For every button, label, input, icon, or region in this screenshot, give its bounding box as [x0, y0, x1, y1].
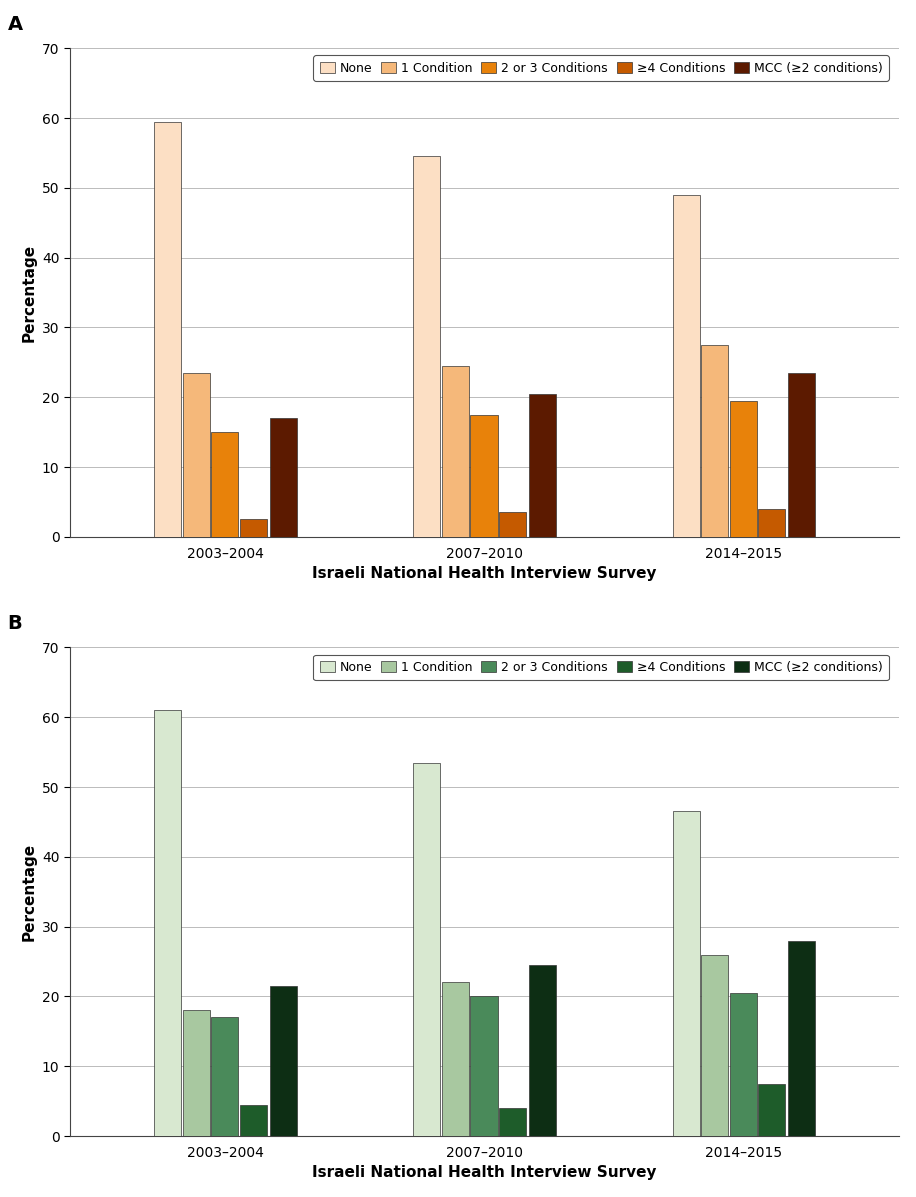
Bar: [154, 710, 181, 1136]
Y-axis label: Percentage: Percentage: [21, 843, 37, 941]
Bar: [471, 996, 497, 1136]
Bar: [182, 1010, 210, 1136]
Bar: [758, 509, 785, 537]
Bar: [730, 994, 757, 1136]
Bar: [442, 366, 469, 537]
Text: A: A: [7, 14, 23, 34]
Bar: [529, 965, 556, 1136]
Bar: [701, 954, 728, 1136]
Bar: [701, 345, 728, 537]
Bar: [442, 983, 469, 1136]
Bar: [730, 401, 757, 537]
Bar: [240, 1105, 267, 1136]
Bar: [499, 1108, 526, 1136]
Bar: [529, 394, 556, 537]
Bar: [240, 519, 267, 537]
Bar: [269, 986, 297, 1136]
X-axis label: Israeli National Health Interview Survey: Israeli National Health Interview Survey: [312, 566, 657, 581]
Bar: [154, 122, 181, 537]
Bar: [788, 372, 815, 537]
Bar: [672, 195, 700, 537]
Bar: [499, 512, 526, 537]
Legend: None, 1 Condition, 2 or 3 Conditions, ≥4 Conditions, MCC (≥2 conditions): None, 1 Condition, 2 or 3 Conditions, ≥4…: [313, 655, 889, 680]
Bar: [269, 418, 297, 537]
Bar: [471, 414, 497, 537]
Bar: [672, 812, 700, 1136]
Y-axis label: Percentage: Percentage: [21, 243, 37, 341]
Bar: [212, 1017, 238, 1136]
Bar: [758, 1083, 785, 1136]
Bar: [788, 941, 815, 1136]
Text: B: B: [7, 614, 23, 633]
Legend: None, 1 Condition, 2 or 3 Conditions, ≥4 Conditions, MCC (≥2 conditions): None, 1 Condition, 2 or 3 Conditions, ≥4…: [313, 55, 889, 81]
Bar: [212, 432, 238, 537]
Bar: [413, 762, 441, 1136]
X-axis label: Israeli National Health Interview Survey: Israeli National Health Interview Survey: [312, 1166, 657, 1180]
Bar: [413, 157, 441, 537]
Bar: [182, 372, 210, 537]
